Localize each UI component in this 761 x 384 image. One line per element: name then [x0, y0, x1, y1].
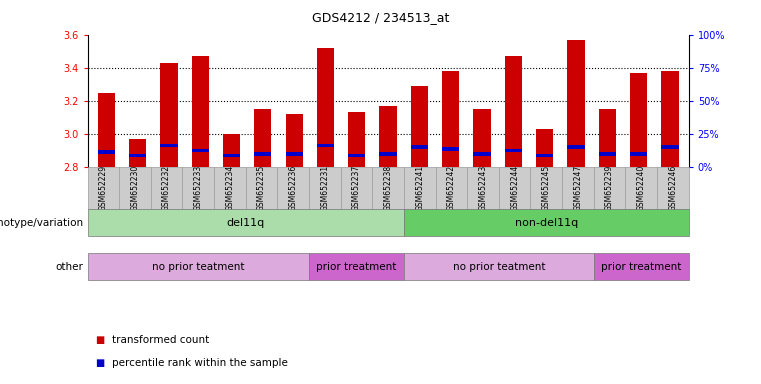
Text: GSM652231: GSM652231	[320, 165, 330, 211]
Text: GSM652233: GSM652233	[194, 165, 202, 211]
Text: GSM652238: GSM652238	[384, 165, 393, 211]
Bar	[473, 109, 491, 167]
Text: ▶: ▶	[89, 262, 97, 272]
Bar	[473, 152, 491, 156]
Bar	[161, 63, 177, 167]
Bar	[568, 40, 584, 167]
Text: GSM652230: GSM652230	[130, 165, 139, 211]
Bar	[129, 154, 146, 157]
Bar	[192, 56, 209, 167]
Text: GSM652237: GSM652237	[352, 165, 361, 211]
Text: ■: ■	[95, 335, 104, 345]
Text: GSM652244: GSM652244	[510, 165, 519, 211]
Text: GSM652239: GSM652239	[605, 165, 614, 211]
Text: no prior teatment: no prior teatment	[453, 262, 545, 272]
Text: GSM652232: GSM652232	[162, 165, 171, 211]
Text: percentile rank within the sample: percentile rank within the sample	[112, 358, 288, 368]
Bar	[192, 149, 209, 152]
Bar	[97, 93, 115, 167]
Bar	[349, 113, 365, 167]
Bar	[442, 147, 460, 151]
Bar	[285, 152, 303, 156]
Text: genotype/variation: genotype/variation	[0, 218, 84, 228]
Bar	[380, 106, 396, 167]
Text: GSM652241: GSM652241	[416, 165, 424, 211]
Bar	[505, 56, 522, 167]
Bar	[536, 129, 553, 167]
Bar	[568, 146, 584, 149]
Bar	[411, 146, 428, 149]
Text: GSM652242: GSM652242	[447, 165, 456, 211]
Text: non-del11q: non-del11q	[514, 218, 578, 228]
Text: ▶: ▶	[89, 218, 97, 228]
Bar	[317, 48, 334, 167]
Bar	[254, 152, 272, 156]
Bar	[411, 86, 428, 167]
Text: GDS4212 / 234513_at: GDS4212 / 234513_at	[312, 12, 449, 25]
Bar	[599, 152, 616, 156]
Bar	[599, 109, 616, 167]
Text: GSM652235: GSM652235	[257, 165, 266, 211]
Bar	[223, 154, 240, 157]
Bar	[97, 150, 115, 154]
Text: prior treatment: prior treatment	[317, 262, 396, 272]
Bar	[442, 71, 460, 167]
Bar	[630, 73, 647, 167]
Bar	[349, 154, 365, 157]
Bar	[536, 154, 553, 157]
Text: GSM652247: GSM652247	[574, 165, 582, 211]
Text: transformed count: transformed count	[112, 335, 209, 345]
Bar	[129, 139, 146, 167]
Text: other: other	[56, 262, 84, 272]
Text: ■: ■	[95, 358, 104, 368]
Bar	[317, 144, 334, 147]
Bar	[285, 114, 303, 167]
Text: prior treatment: prior treatment	[601, 262, 681, 272]
Bar	[661, 71, 679, 167]
Text: GSM652246: GSM652246	[668, 165, 677, 211]
Text: GSM652234: GSM652234	[225, 165, 234, 211]
Bar	[505, 149, 522, 152]
Bar	[380, 152, 396, 156]
Text: GSM652236: GSM652236	[288, 165, 298, 211]
Text: GSM652245: GSM652245	[542, 165, 551, 211]
Bar	[161, 144, 177, 147]
Bar	[254, 109, 272, 167]
Text: GSM652240: GSM652240	[637, 165, 646, 211]
Bar	[223, 134, 240, 167]
Bar	[661, 146, 679, 149]
Text: no prior teatment: no prior teatment	[152, 262, 244, 272]
Text: GSM652243: GSM652243	[479, 165, 488, 211]
Text: GSM652229: GSM652229	[99, 165, 108, 211]
Bar	[630, 152, 647, 156]
Text: del11q: del11q	[227, 218, 265, 228]
